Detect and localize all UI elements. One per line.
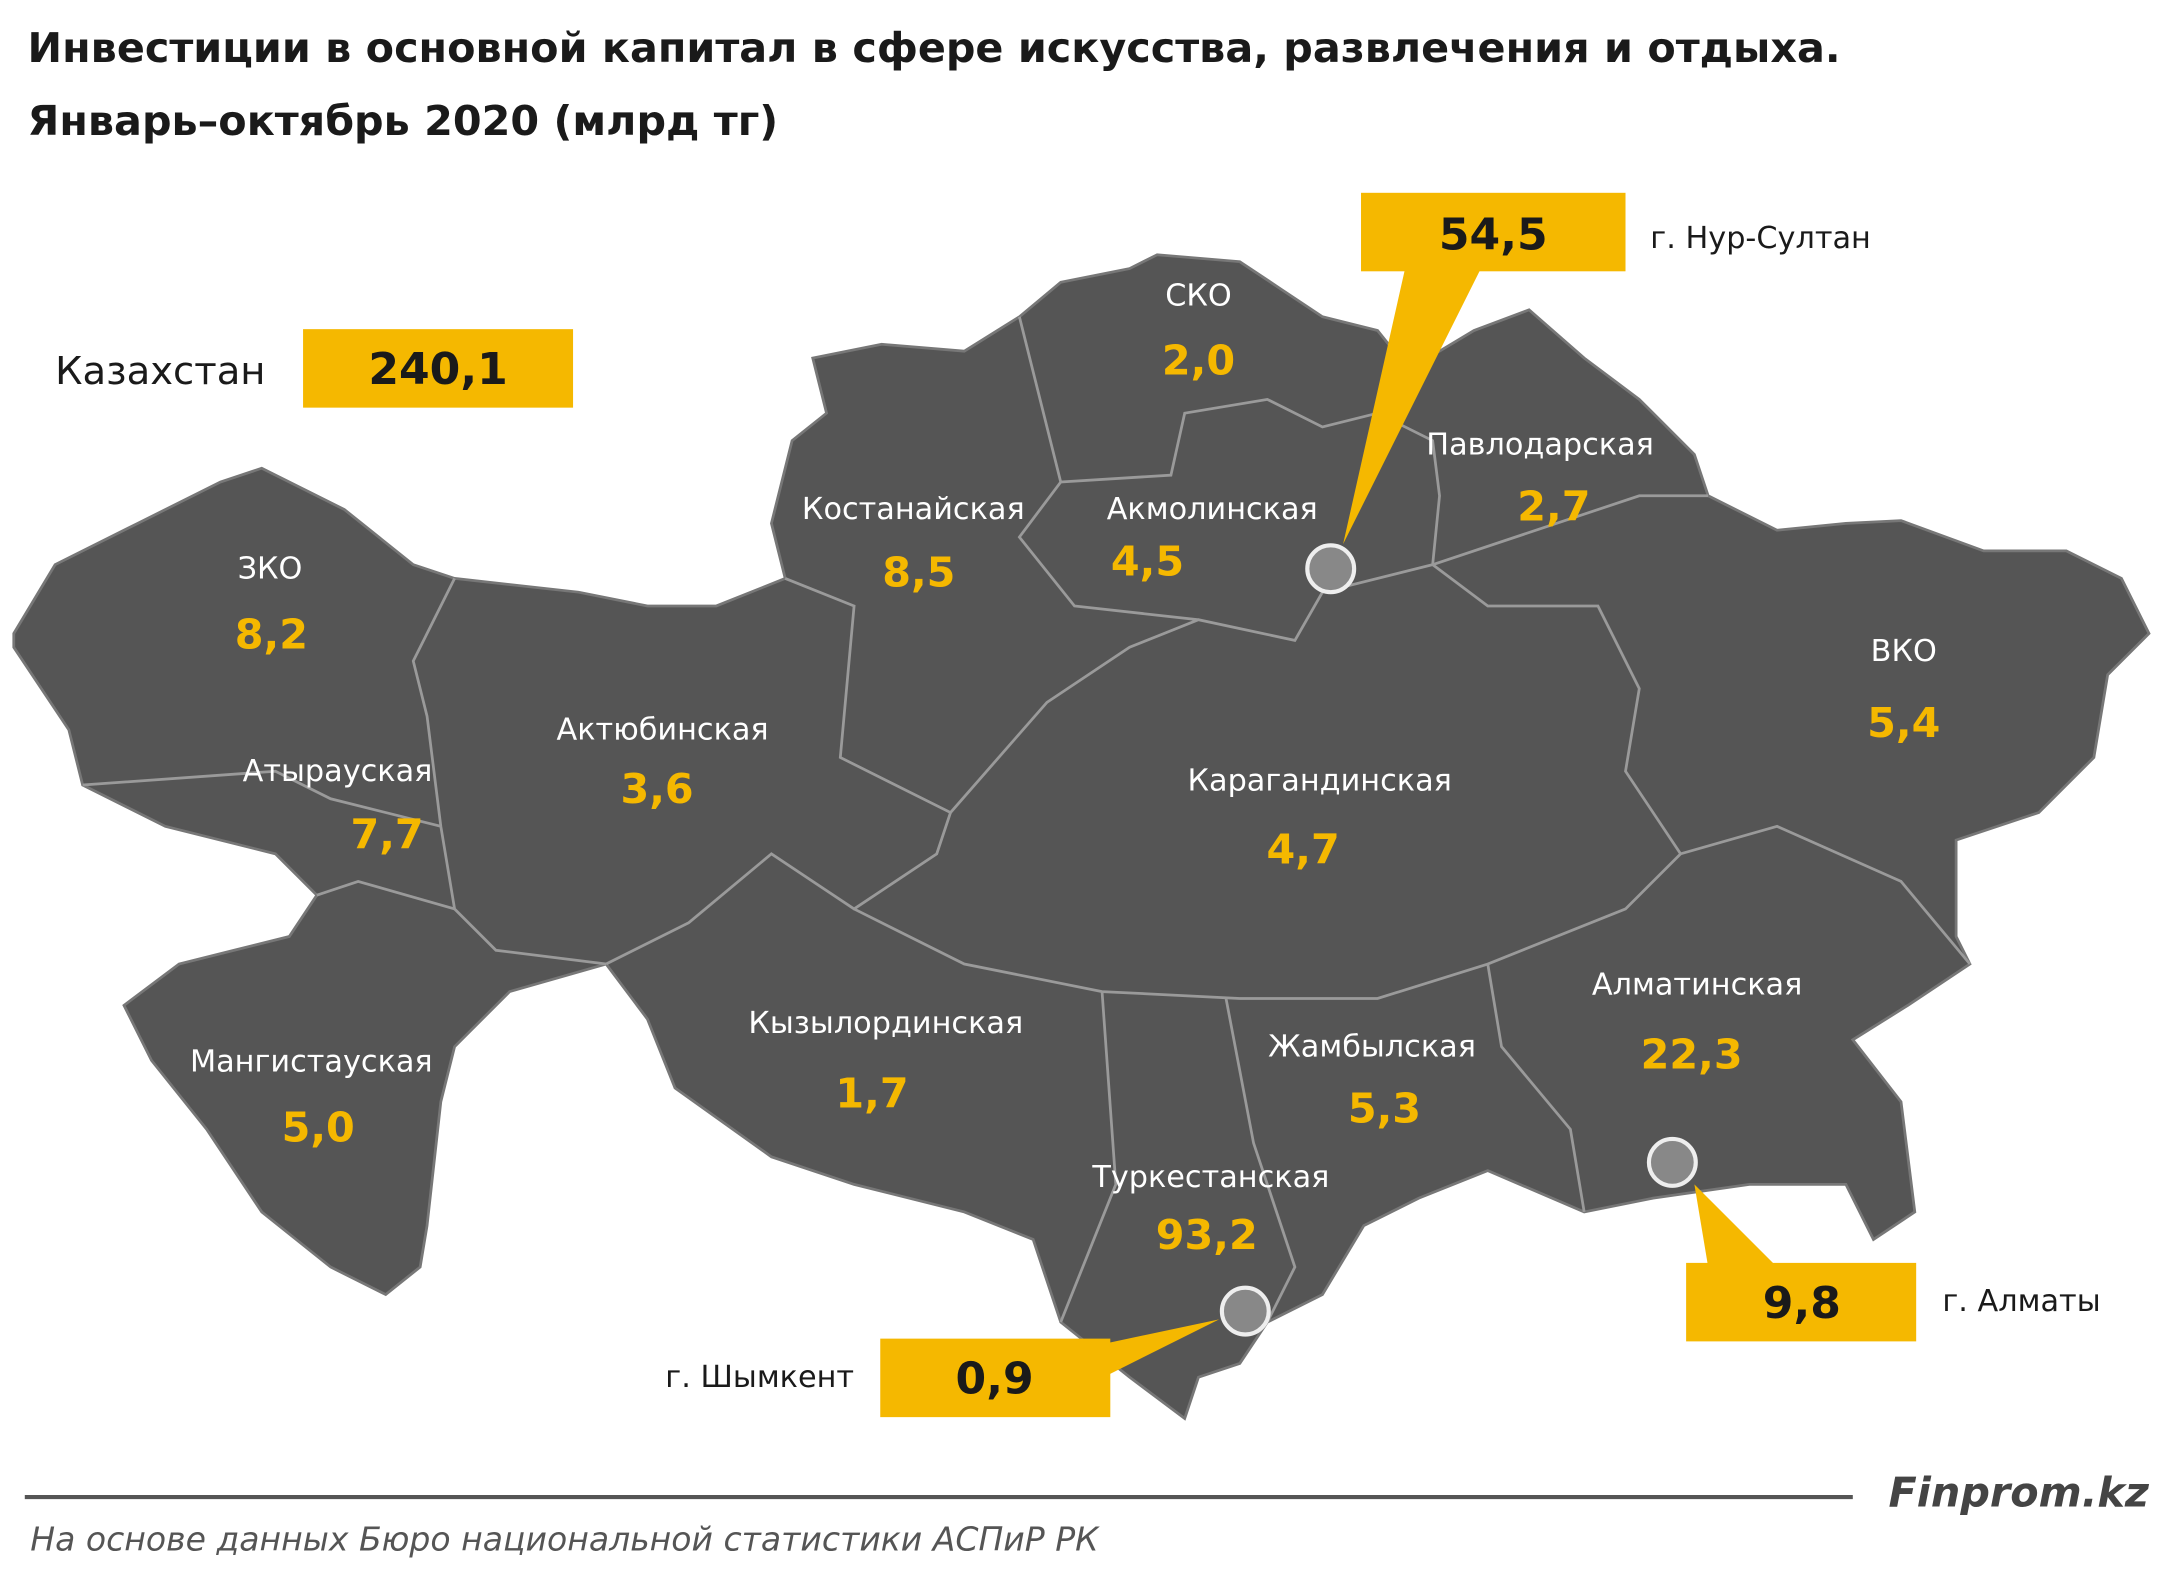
title-line: Январь–октябрь 2020 (млрд тг) bbox=[28, 97, 779, 145]
region-border bbox=[1017, 316, 1199, 622]
total: Казахстан 240,1 bbox=[55, 329, 574, 408]
callout-box bbox=[1686, 1262, 1917, 1342]
region-value: 4,7 bbox=[1267, 826, 1340, 874]
region-border bbox=[82, 769, 442, 828]
region-value: 22,3 bbox=[1641, 1031, 1743, 1079]
region-value: 7,7 bbox=[350, 810, 423, 858]
country-map bbox=[12, 253, 2151, 1421]
region-value: 5,3 bbox=[1348, 1084, 1421, 1132]
source-note: На основе данных Бюро национальной стати… bbox=[30, 1520, 1100, 1559]
region-value: 2,7 bbox=[1517, 483, 1590, 531]
region-value: 8,2 bbox=[235, 611, 308, 659]
city-value: 0,9 bbox=[956, 1354, 1034, 1405]
callout-pointer bbox=[1108, 1319, 1220, 1375]
title-line: Инвестиции в основной капитал в сфере ис… bbox=[28, 24, 1841, 72]
region-name: Карагандинская bbox=[1187, 764, 1451, 799]
region-name: Акмолинская bbox=[1107, 492, 1318, 527]
city-marker bbox=[1646, 1136, 1698, 1188]
callout-box bbox=[1361, 192, 1626, 272]
region-name: Павлодарская bbox=[1426, 427, 1654, 462]
region-value: 4,5 bbox=[1111, 538, 1184, 586]
region-name: Костанайская bbox=[802, 492, 1025, 527]
country-shape bbox=[12, 253, 2151, 1421]
region-name: ЗКО bbox=[238, 551, 303, 586]
region-value: 5,0 bbox=[282, 1104, 355, 1152]
callout-pointer bbox=[1694, 1184, 1778, 1268]
city-value: 54,5 bbox=[1439, 209, 1548, 260]
total-box bbox=[303, 329, 574, 408]
region-name: Атырауская bbox=[243, 754, 433, 789]
city-name: г. Нур-Султан bbox=[1650, 221, 1871, 256]
city-marker bbox=[1305, 543, 1357, 595]
region-border bbox=[316, 879, 455, 911]
region-value: 1,7 bbox=[835, 1069, 908, 1117]
region-value: 3,6 bbox=[620, 765, 693, 813]
region-border bbox=[1486, 963, 1586, 1213]
region-labels: СКО 2,0 Костанайская 8,5 Акмолинская 4,5… bbox=[190, 279, 1940, 1259]
city-marker bbox=[1219, 1285, 1271, 1337]
region-name: Актюбинская bbox=[557, 713, 769, 748]
region-value: 2,0 bbox=[1162, 337, 1235, 385]
region-name: Алматинская bbox=[1592, 967, 1802, 1002]
total-value: 240,1 bbox=[368, 344, 507, 395]
region-border bbox=[1060, 397, 1441, 565]
region-border bbox=[605, 577, 953, 966]
region-name: Туркестанская bbox=[1091, 1160, 1329, 1195]
region-value: 93,2 bbox=[1156, 1211, 1258, 1259]
city-name: г. Алматы bbox=[1942, 1284, 2100, 1319]
region-name: Жамбылская bbox=[1268, 1029, 1476, 1064]
region-value: 8,5 bbox=[882, 549, 955, 597]
total-name: Казахстан bbox=[55, 349, 265, 394]
region-name: СКО bbox=[1165, 279, 1232, 314]
city-name: г. Шымкент bbox=[665, 1360, 854, 1395]
city-callouts: 54,5 г. Нур-Султан 9,8 г. Алматы 0,9 г. … bbox=[665, 192, 2101, 1418]
city-value: 9,8 bbox=[1763, 1278, 1841, 1329]
callout-box bbox=[880, 1338, 1111, 1418]
region-name: ВКО bbox=[1871, 634, 1937, 669]
region-border bbox=[949, 563, 1682, 855]
region-name: Мангистауская bbox=[190, 1044, 433, 1079]
region-border bbox=[1432, 494, 1709, 566]
region-name: Кызылординская bbox=[748, 1006, 1023, 1041]
region-border bbox=[1224, 998, 1297, 1323]
region-value: 5,4 bbox=[1867, 699, 1940, 747]
region-border bbox=[1059, 991, 1118, 1323]
brand: Finprom.kz bbox=[1889, 1469, 2150, 1517]
